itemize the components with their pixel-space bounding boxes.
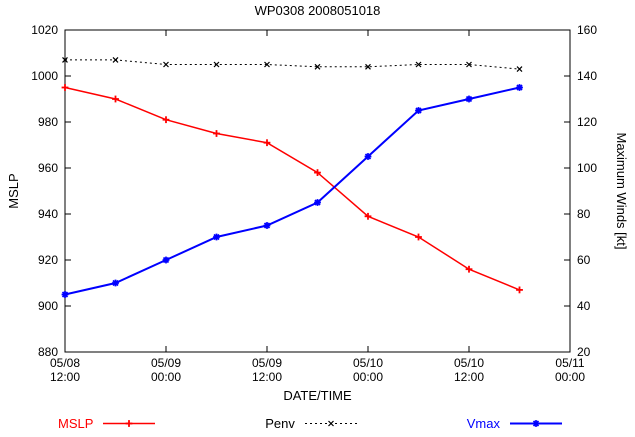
legend-entry-vmax: Vmax [467,416,564,431]
x-tick-label: 05/10 00:00 [352,356,384,384]
legend-sample-mslp-line-icon [103,420,156,427]
y-tick-label-right: 140 [577,69,598,83]
x-tick-label: 05/09 00:00 [150,356,182,384]
y-tick-label-left: 960 [37,161,58,175]
y-tick-label-right: 80 [577,207,591,221]
x-tick-label: 05/08 12:00 [49,356,81,384]
legend: MSLP Penv Vmax [58,416,564,431]
y-tick-label-left: 900 [37,299,58,313]
y-tick-label-right: 100 [577,161,598,175]
legend-label-mslp: MSLP [58,416,94,431]
y-tick-label-right: 40 [577,299,591,313]
y-tick-label-left: 880 [37,345,58,359]
x-tick-label: 05/10 12:00 [453,356,485,384]
y-tick-label-left: 1020 [31,23,58,37]
legend-sample-penv-line-icon [304,420,357,427]
chart-title: WP0308 2008051018 [254,3,381,18]
y-tick-label-right: 60 [577,253,591,267]
y-tick-label-left: 1000 [31,69,58,83]
legend-label-vmax: Vmax [466,416,500,431]
x-tick-label: 05/09 12:00 [251,356,283,384]
y-tick-label-right: 20 [577,345,591,359]
legend-entry-mslp: MSLP [58,416,157,431]
y-tick-label-left: 980 [37,115,58,129]
y-tick-label-right: 160 [577,23,598,37]
y-tick-label-left: 940 [37,207,58,221]
legend-entry-penv: Penv [265,416,359,431]
y-tick-label-left: 920 [37,253,58,267]
legend-label-penv: Penv [265,416,295,431]
x-tick-label: 05/11 00:00 [554,356,586,384]
y-tick-label-right: 120 [577,115,598,129]
legend-sample-vmax-line-icon [510,420,562,427]
x-axis-label: DATE/TIME [283,388,352,403]
